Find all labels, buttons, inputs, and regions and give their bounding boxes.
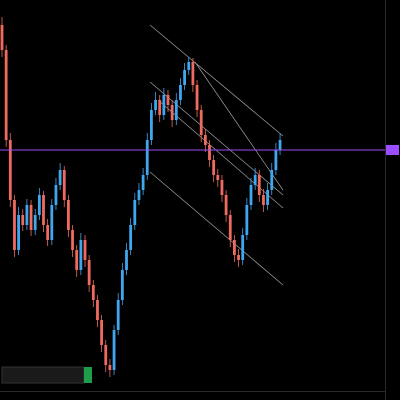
candle-body [166,95,170,105]
candle-body [174,100,178,120]
candle-body [58,170,62,185]
candle-body [266,190,269,205]
candle-body [54,185,58,205]
candle-body [46,225,50,240]
candle-body [245,205,249,235]
candle-body [96,300,99,320]
candle-body [270,170,274,190]
toolbar[interactable] [1,366,85,384]
candle-body [274,150,278,170]
candle-body [241,235,245,260]
candle-body [75,250,79,270]
candle-body [195,85,199,110]
candle-body [133,200,137,225]
candle-body [37,195,41,215]
candle-body [129,225,133,250]
candle-body [100,320,103,345]
candle-body [179,85,182,100]
candle-body [212,160,216,175]
candle-body [141,175,145,190]
candle-body [233,240,236,255]
candle-body [262,195,265,205]
candle-body [25,205,29,225]
candle-body [158,100,162,115]
candle-body [50,205,54,240]
candle-body [21,215,25,225]
candle-body [83,240,87,260]
candle-body [125,250,128,270]
candle-body [33,215,37,230]
candle-body [29,205,33,230]
candle-body [216,175,220,180]
candle-body [278,140,282,150]
candle-body [67,200,70,230]
candle-body [42,195,45,225]
candle-body [71,230,74,250]
channel-line [157,99,284,209]
candle-body [13,200,16,250]
plot-area [0,17,385,377]
candle-body [116,300,120,330]
channel-line [194,61,284,191]
candle-body [253,175,257,185]
toolbar-button[interactable] [84,367,92,383]
candle-body [199,110,203,135]
candle-body [137,190,141,200]
candle-body [91,285,95,300]
candle-body [183,70,186,85]
candle-body [150,110,153,140]
candle-body [224,195,228,215]
candle-body [208,145,211,160]
candle-body [0,25,4,50]
candle-body [170,105,174,120]
candle-body [62,170,66,200]
candle-body [120,270,124,300]
candle-body [145,140,149,175]
candle-body [17,215,20,250]
candle-body [112,330,116,370]
price-tag [386,145,399,155]
candle-body [228,215,232,240]
candle-body [154,100,157,110]
candle-body [249,185,253,205]
candle-body [237,255,240,260]
candle-body [162,95,166,115]
candle-body [87,260,91,285]
candle-body [257,175,261,195]
channel-line [149,24,284,137]
candle-body [191,62,195,85]
channel-line [149,171,284,286]
candle-body [79,240,83,270]
candle-body [104,345,108,365]
candle-body [8,140,12,200]
candle-body [187,62,191,70]
candle-body [203,135,207,145]
candle-body [220,180,224,195]
candle-body [4,50,8,140]
candle-body [108,365,112,370]
